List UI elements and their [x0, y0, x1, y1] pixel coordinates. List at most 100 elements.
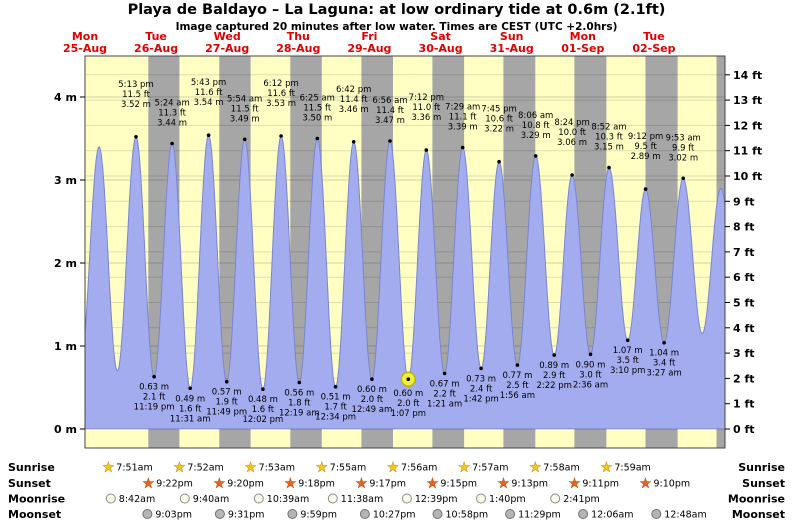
day-label-date: 29-Aug	[347, 42, 391, 55]
high-tide-dot	[497, 159, 501, 164]
high-tide-annotation: 3.47 m	[375, 116, 405, 126]
low-tide-annotation: 1.7 ft	[324, 403, 347, 413]
moonset-time: 12:06am	[591, 510, 633, 521]
sunset-row-label-left: Sunset	[8, 477, 51, 490]
moonset-moon-icon	[651, 509, 662, 519]
high-tide-dot	[242, 137, 247, 142]
moonrise-time: 1:40pm	[489, 494, 526, 505]
y-axis-label-right: 0 ft	[733, 423, 755, 436]
sunset-star-icon: ★	[356, 477, 368, 492]
high-tide-annotation: 11.5 ft	[303, 104, 331, 114]
low-tide-dot	[662, 340, 666, 345]
low-tide-annotation: 2.0 ft	[361, 395, 384, 405]
y-axis-label-left: 1 m	[54, 340, 77, 353]
sunrise-star-icon: ★	[601, 461, 613, 476]
low-tide-dot	[261, 387, 265, 392]
low-tide-annotation: 12:34 pm	[315, 413, 356, 423]
high-tide-annotation: 3.15 m	[594, 143, 624, 153]
moonrise-time: 12:39pm	[415, 494, 458, 505]
sunset-time: 9:13pm	[511, 479, 548, 490]
high-tide-annotation: 10.8 ft	[522, 121, 550, 131]
y-axis-label-right: 11 ft	[733, 145, 762, 158]
low-tide-annotation: 0.63 m	[139, 383, 169, 393]
day-label: Mon	[72, 30, 98, 43]
y-axis-label-right: 9 ft	[733, 195, 755, 208]
sunrise-time: 7:53am	[259, 463, 295, 474]
sunrise-time: 7:55am	[330, 463, 366, 474]
low-tide-annotation: 2:22 pm	[536, 381, 571, 391]
moonrise-time: 11:38am	[341, 494, 383, 505]
low-tide-annotation: 0.57 m	[212, 388, 242, 398]
high-tide-annotation: 6:12 pm	[263, 79, 298, 89]
y-axis-label-left: 0 m	[54, 423, 77, 436]
low-tide-annotation: 2:36 am	[573, 380, 608, 390]
y-axis-label-right: 8 ft	[733, 221, 755, 234]
high-tide-annotation: 3.53 m	[266, 99, 296, 109]
moonrise-time: 9:40am	[193, 494, 229, 505]
high-tide-annotation: 3.06 m	[557, 138, 587, 148]
y-axis-label-right: 4 ft	[733, 322, 755, 335]
high-tide-annotation: 6:56 am	[372, 96, 407, 106]
high-tide-dot	[643, 187, 648, 191]
moonset-time: 9:31pm	[228, 510, 265, 521]
high-tide-dot	[315, 136, 320, 141]
sunset-star-icon: ★	[427, 477, 439, 492]
moonrise-moon-icon	[105, 493, 116, 504]
high-tide-dot	[533, 154, 538, 158]
low-tide-annotation: 0.60 m	[393, 389, 423, 399]
low-tide-annotation: 1:56 am	[500, 391, 535, 401]
moonset-moon-icon	[432, 509, 443, 519]
day-label: Mon	[570, 30, 596, 43]
tide-curve	[84, 134, 726, 390]
low-tide-annotation: 1.6 ft	[252, 405, 275, 415]
high-tide-annotation: 3.29 m	[521, 131, 551, 141]
moonset-moon-icon	[287, 509, 298, 519]
moonrise-moon-icon	[550, 493, 561, 504]
sunrise-time: 7:57am	[472, 463, 508, 474]
moonset-row-label-right: Moonset	[732, 508, 785, 521]
tide-area	[85, 135, 725, 429]
high-tide-annotation: 3.50 m	[302, 114, 332, 124]
moonrise-moon-icon	[179, 493, 190, 504]
low-tide-annotation: 0.48 m	[248, 395, 278, 405]
low-tide-dot	[442, 371, 447, 376]
high-tide-dot	[570, 173, 574, 177]
day-label-date: 28-Aug	[276, 42, 320, 55]
low-tide-annotation: 0.89 m	[539, 361, 569, 371]
sunset-time: 9:15pm	[440, 479, 477, 490]
low-tide-annotation: 0.56 m	[284, 389, 314, 399]
day-label-date: 26-Aug	[134, 42, 178, 55]
moonset-moon-icon	[359, 509, 370, 519]
high-tide-annotation: 3.39 m	[448, 123, 478, 133]
low-tide-dot	[588, 352, 593, 357]
high-tide-annotation: 11.6 ft	[267, 89, 295, 99]
low-tide-annotation: 2.5 ft	[506, 381, 529, 391]
day-label: Tue	[145, 30, 167, 43]
low-tide-annotation: 0.73 m	[466, 374, 496, 384]
low-tide-annotation: 3:27 am	[646, 369, 681, 379]
high-tide-annotation: 5:43 pm	[191, 78, 226, 88]
low-tide-annotation: 1.07 m	[613, 346, 643, 356]
moonrise-time: 8:42am	[119, 494, 155, 505]
low-tide-annotation: 0.90 m	[576, 360, 606, 370]
sunrise-star-icon: ★	[102, 461, 114, 476]
sunrise-star-icon: ★	[458, 461, 470, 476]
high-tide-annotation: 5:13 pm	[118, 80, 153, 90]
sunset-star-icon: ★	[284, 477, 296, 492]
day-label-date: 02-Sep	[632, 42, 675, 55]
moonrise-moon-icon	[476, 493, 486, 504]
sunrise-time: 7:52am	[187, 463, 223, 474]
y-axis-label-right: 14 ft	[733, 69, 762, 82]
low-tide-dot	[333, 384, 338, 389]
high-tide-dot	[681, 176, 685, 181]
high-tide-annotation: 3.36 m	[411, 113, 441, 123]
moonset-row-label-left: Moonset	[8, 508, 61, 521]
high-tide-annotation: 8:52 am	[591, 123, 626, 133]
moonset-time: 10:27pm	[373, 510, 416, 521]
y-axis-label-right: 13 ft	[733, 94, 762, 107]
high-tide-annotation: 8:24 pm	[554, 118, 589, 128]
high-tide-dot	[206, 133, 211, 137]
sunset-star-icon: ★	[569, 477, 581, 492]
high-tide-annotation: 11.4 ft	[340, 95, 368, 105]
sunset-star-icon: ★	[640, 477, 652, 492]
